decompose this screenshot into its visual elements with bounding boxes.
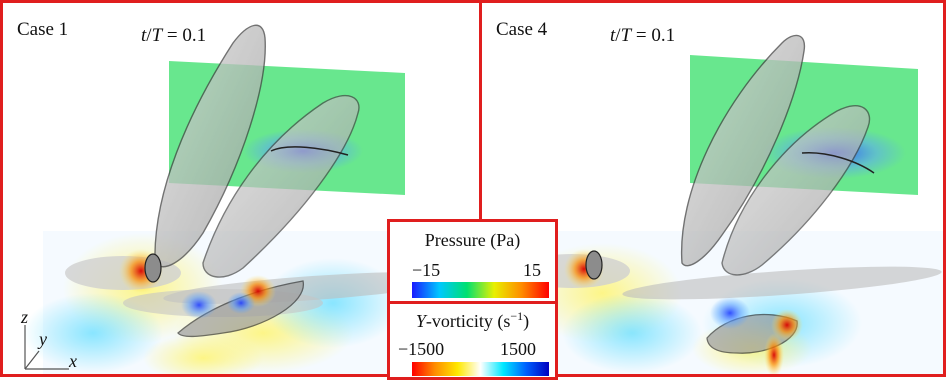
time-label: t/T = 0.1 — [141, 25, 206, 47]
time-label: t/T = 0.1 — [610, 25, 675, 47]
vorticity-colorbar — [412, 362, 549, 376]
case-label: Case 1 — [17, 19, 68, 41]
legend-divider — [390, 301, 555, 304]
vortex-blue — [181, 291, 217, 319]
vorticity-max-label: 1500 — [500, 339, 536, 360]
case-label: Case 4 — [496, 19, 547, 41]
pressure-legend-title: Pressure (Pa) — [390, 230, 555, 251]
y-axis-label: y — [39, 329, 47, 350]
coordinate-axes: z y x — [13, 311, 83, 371]
pressure-colorbar — [412, 282, 549, 298]
pressure-max-label: 15 — [523, 260, 541, 281]
x-axis-label: x — [69, 351, 77, 372]
vortex-blue — [710, 297, 750, 329]
pressure-min-label: −15 — [412, 260, 440, 281]
vorticity-min-label: −1500 — [398, 339, 444, 360]
z-axis-label: z — [21, 307, 28, 328]
vorticity-legend-title: Y-vorticity (s−1) — [390, 311, 555, 332]
color-legend: Pressure (Pa) −15 15 Y-vorticity (s−1) −… — [387, 219, 558, 380]
